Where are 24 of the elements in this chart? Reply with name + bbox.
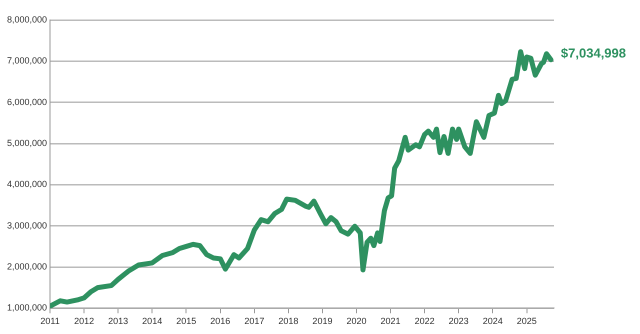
y-tick-label: 3,000,000 <box>6 220 48 230</box>
x-tick-label: 2021 <box>380 316 401 326</box>
x-tick-label: 2018 <box>278 316 298 326</box>
y-tick-label: 6,000,000 <box>6 96 48 107</box>
x-tick-label: 2019 <box>312 316 332 326</box>
x-tick-label: 2022 <box>414 316 435 326</box>
x-tick-label: 2013 <box>108 316 128 326</box>
x-tick-label: 2023 <box>448 316 469 326</box>
y-tick-label: 5,000,000 <box>6 138 48 148</box>
y-tick-label: 7,000,000 <box>6 56 48 66</box>
x-tick-label: 2025 <box>516 316 537 326</box>
x-tick-label: 2011 <box>40 316 60 326</box>
y-tick-label: 2,000,000 <box>6 262 48 272</box>
x-tick-label: 2014 <box>142 316 162 326</box>
annotation: $7,034,998 <box>560 45 626 60</box>
y-tick-label: 1,000,000 <box>6 302 48 313</box>
x-tick-label: 2012 <box>74 316 94 326</box>
y-tick-label: 8,000,000 <box>6 14 48 24</box>
y-tick-label: 4,000,000 <box>6 179 48 190</box>
x-tick-label: 2016 <box>210 316 230 326</box>
x-tick-label: 2020 <box>346 316 367 326</box>
x-tick-label: 2017 <box>244 316 264 326</box>
x-tick-label: 2024 <box>482 316 503 326</box>
x-tick-label: 2015 <box>176 316 196 326</box>
